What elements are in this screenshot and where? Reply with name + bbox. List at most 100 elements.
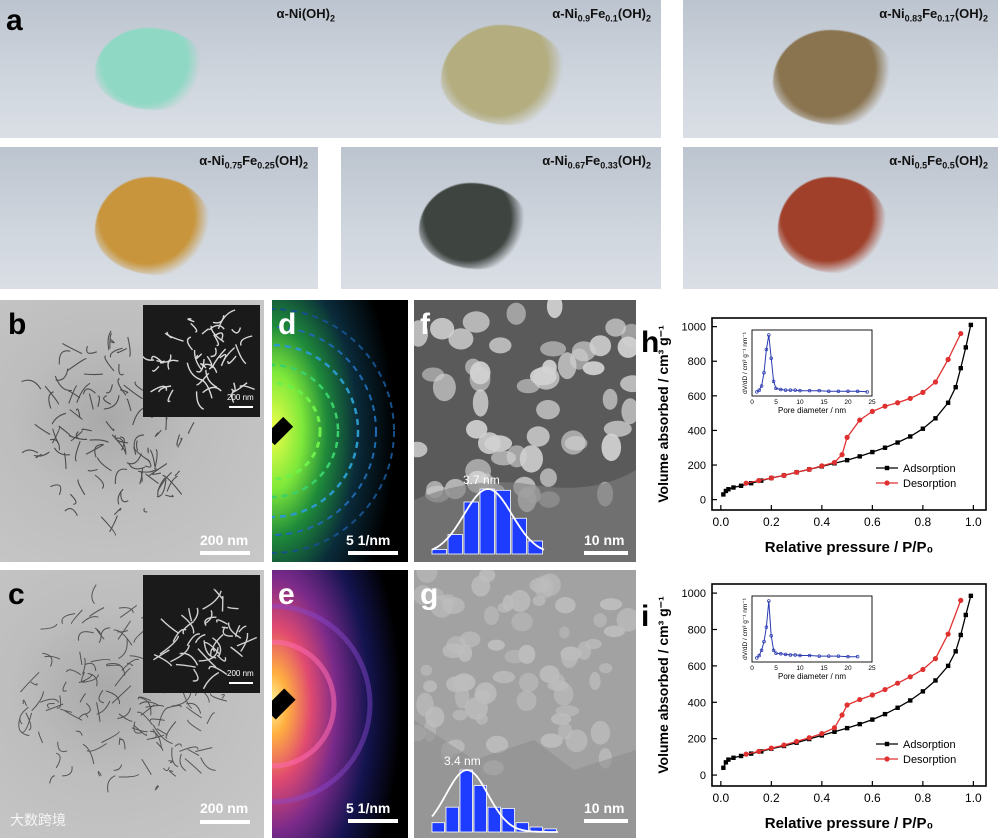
- inset-point: [855, 654, 860, 659]
- inset-point: [762, 639, 766, 644]
- inset-pore-distribution: 0 5 10 15 20 25 Pore diameter / nm dV/dD / cm³ …: [742, 329, 876, 415]
- data-point: [844, 457, 850, 463]
- histogram-bar: [445, 806, 459, 833]
- x-tick-label: 0.2: [763, 791, 780, 805]
- data-point: [857, 696, 863, 703]
- data-point: [769, 475, 774, 481]
- data-point: [908, 698, 913, 703]
- histogram-bar: [473, 785, 487, 833]
- data-point: [895, 440, 900, 445]
- data-point: [793, 738, 800, 745]
- data-point: [839, 452, 845, 458]
- inset-x-label: Pore diameter / nm: [778, 672, 846, 681]
- scale-text-f: 10 nm: [584, 532, 625, 548]
- data-point: [806, 735, 812, 741]
- inset-point: [755, 390, 759, 394]
- panel-label-f: f: [420, 308, 430, 341]
- y-axis-label: Volume absorbed / cm³ g⁻¹: [655, 596, 671, 774]
- data-point: [781, 743, 787, 749]
- legend-label: Desorption: [903, 478, 956, 490]
- x-axis-label: Relative pressure / P/P₀: [765, 815, 934, 832]
- data-point: [831, 725, 838, 731]
- pore-size-histogram: [431, 769, 558, 833]
- inset-x-tick-label: 5: [774, 399, 778, 406]
- x-tick-label: 0.8: [915, 791, 932, 805]
- legend-label: Adsorption: [903, 463, 956, 475]
- powder-photo-2: α-Ni0.9Fe0.1(OH)2: [341, 0, 661, 138]
- y-tick-label: 400: [688, 425, 706, 437]
- legend-marker: [884, 480, 890, 486]
- inset-point: [836, 389, 841, 394]
- data-point: [768, 475, 774, 481]
- inset-point: [827, 654, 831, 658]
- powder-photo-6: α-Ni0.5Fe0.5(OH)2: [683, 147, 998, 289]
- data-point: [907, 395, 913, 402]
- inset-x-tick-label: 20: [844, 399, 852, 406]
- inset-point: [846, 389, 850, 394]
- scale-bar-g: [584, 819, 628, 823]
- y-tick-label: 800: [688, 624, 706, 636]
- powder-sample: [95, 28, 205, 110]
- data-point: [726, 487, 731, 492]
- inset-x-tick-label: 10: [796, 399, 804, 406]
- data-point: [895, 705, 900, 710]
- sem-texture: [153, 588, 258, 690]
- scale-bar-c: [200, 820, 250, 824]
- data-point: [738, 483, 744, 488]
- data-point: [882, 711, 888, 717]
- inset-x-tick-label: 5: [774, 665, 778, 672]
- data-point: [968, 322, 974, 328]
- data-point: [759, 478, 764, 483]
- data-point: [870, 449, 875, 455]
- histogram-bar: [431, 822, 445, 833]
- sample-formula: α-Ni0.9Fe0.1(OH)2: [552, 6, 651, 24]
- panel-label-a: a: [6, 4, 23, 37]
- data-point: [870, 717, 875, 722]
- inset-x-tick-label: 10: [796, 665, 804, 672]
- scale-text-d: 5 1/nm: [346, 532, 391, 548]
- y-tick-label: 200: [688, 460, 706, 472]
- y-tick-label: 200: [688, 734, 706, 746]
- data-point: [794, 740, 799, 745]
- data-point: [781, 473, 787, 478]
- data-point: [932, 656, 939, 662]
- inset-point: [798, 653, 802, 658]
- watermark-text: 大数跨境: [10, 812, 66, 828]
- data-point: [793, 469, 800, 475]
- inset-point: [759, 648, 764, 653]
- sample-formula: α-Ni0.83Fe0.17(OH)2: [879, 6, 988, 24]
- x-tick-label: 0.6: [864, 791, 881, 805]
- diffraction-halo: [272, 570, 408, 838]
- data-point: [963, 345, 968, 350]
- data-point: [726, 757, 731, 762]
- powder-photo-5: α-Ni0.67Fe0.33(OH)2: [341, 147, 661, 289]
- data-point: [807, 467, 812, 472]
- data-point: [844, 702, 850, 708]
- powder-sample: [773, 30, 893, 125]
- inset-pore-distribution: 0 5 10 15 20 25 Pore diameter / nm dV/dD / cm³ …: [742, 595, 876, 681]
- scale-text-g: 10 nm: [584, 800, 625, 816]
- sample-formula: α-Ni0.75Fe0.25(OH)2: [199, 153, 308, 171]
- inset-point: [769, 356, 773, 360]
- data-point: [819, 733, 825, 738]
- series-desorption: [743, 330, 964, 486]
- powder-photo-3: α-Ni0.83Fe0.17(OH)2: [683, 0, 998, 138]
- histogram-bar: [479, 488, 495, 555]
- inset-x-label: Pore diameter / nm: [778, 406, 846, 415]
- inset-line: [756, 600, 858, 659]
- inset-point: [767, 599, 771, 603]
- data-point: [857, 721, 862, 727]
- data-point: [743, 751, 749, 757]
- histogram-bar: [527, 540, 543, 555]
- hrtem-pore-texture: [414, 570, 636, 838]
- histogram-bar: [487, 806, 501, 833]
- y-tick-label: 1000: [682, 322, 706, 334]
- inset-point: [807, 653, 812, 658]
- diffraction-rings: [272, 300, 408, 562]
- data-point: [920, 389, 926, 395]
- inset-point: [836, 654, 841, 658]
- inset-x-tick-label: 20: [844, 665, 852, 672]
- y-axis-label: Volume absorbed / cm³ g⁻¹: [655, 325, 671, 503]
- data-point: [958, 365, 963, 371]
- plot-frame: [711, 317, 987, 511]
